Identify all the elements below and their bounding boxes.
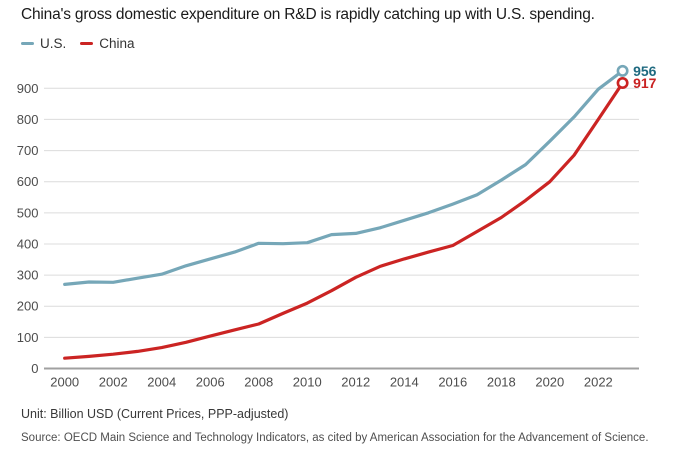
y-tick-label-100: 100 — [17, 330, 39, 345]
chart-canvas: 0 100 200 300 400 500 600 700 800 900 2000 2002 2004… — [17, 63, 657, 390]
end-value-label-u-s: 956 — [633, 63, 657, 79]
x-tick-label-2018: 2018 — [487, 375, 516, 390]
legend: U.S. China — [21, 36, 135, 51]
y-tick-label-600: 600 — [17, 174, 39, 189]
y-tick-label-0: 0 — [31, 361, 38, 376]
y-tick-label-900: 900 — [17, 81, 39, 96]
y-tick-label-500: 500 — [17, 205, 39, 220]
x-tick-label-2002: 2002 — [99, 375, 128, 390]
x-tick-label-2008: 2008 — [244, 375, 273, 390]
legend-label-china: China — [99, 36, 135, 51]
x-tick-label-2004: 2004 — [147, 375, 176, 390]
unit-note: Unit: Billion USD (Current Prices, PPP-a… — [21, 407, 289, 421]
y-tick-label-300: 300 — [17, 268, 39, 283]
series-line-china — [63, 81, 625, 360]
y-tick-label-700: 700 — [17, 143, 39, 158]
us-line-swatch-icon — [21, 41, 34, 46]
y-tick-label-400: 400 — [17, 236, 39, 251]
y-tick-label-200: 200 — [17, 299, 39, 314]
chart-title: China's gross domestic expenditure on R&… — [21, 6, 595, 23]
x-tick-label-2020: 2020 — [535, 375, 564, 390]
x-tick-label-2010: 2010 — [293, 375, 322, 390]
x-tick-label-2000: 2000 — [50, 375, 79, 390]
china-line-swatch-icon — [80, 41, 94, 46]
x-tick-label-2006: 2006 — [196, 375, 225, 390]
legend-item-us: U.S. — [21, 36, 66, 51]
y-tick-label-800: 800 — [17, 112, 39, 127]
legend-item-china: China — [80, 36, 135, 51]
x-tick-label-2016: 2016 — [438, 375, 467, 390]
end-value-label-china: 917 — [633, 75, 657, 91]
source-note: Source: OECD Main Science and Technology… — [21, 432, 649, 444]
legend-label-us: U.S. — [40, 36, 67, 51]
x-tick-label-2012: 2012 — [341, 375, 370, 390]
x-tick-label-2014: 2014 — [390, 375, 419, 390]
end-marker-china — [616, 77, 629, 90]
x-tick-label-2022: 2022 — [584, 375, 613, 390]
end-marker-u-s — [616, 64, 629, 77]
series-line-u-s — [63, 69, 625, 286]
